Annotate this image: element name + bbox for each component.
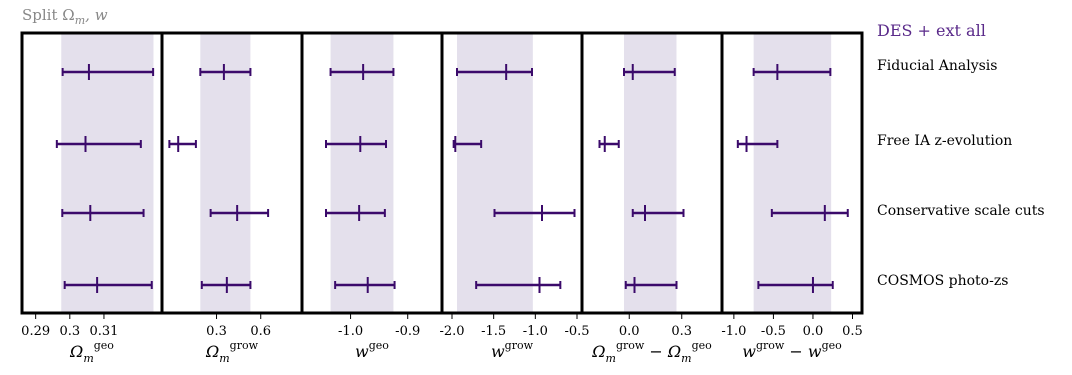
xlabel-sub: m: [83, 352, 93, 365]
xlabel-sup: grow: [230, 339, 259, 352]
xlabel-main: Ω: [69, 342, 83, 361]
row-label-free-ia: Free IA z-evolution: [877, 133, 1012, 149]
xlabel-sup: grow: [756, 339, 785, 352]
row-label-cosmos: COSMOS photo-zs: [877, 273, 1008, 289]
xlabel-main: Ω: [591, 342, 605, 361]
xlabel-sup2: geo: [692, 339, 713, 352]
chart-title: Split Ωm, w: [22, 6, 108, 27]
row-label-conservative: Conservative scale cuts: [877, 203, 1045, 219]
reference-band: [61, 33, 154, 313]
x-tick-label: 0.0: [619, 324, 640, 339]
x-tick-label: -1.0: [523, 324, 548, 339]
reference-band: [753, 33, 832, 313]
errorbar-3: [325, 205, 386, 221]
errorbar-2: [598, 136, 620, 152]
errorbar-2: [736, 136, 779, 152]
title-sub: m: [75, 14, 85, 27]
xlabel-sub2: m: [681, 352, 691, 365]
xlabel-sub: m: [606, 352, 616, 365]
x-tick-label: 0.3: [671, 324, 692, 339]
errorbar-2: [55, 136, 142, 152]
errorbar-2: [168, 136, 197, 152]
row-labels: Fiducial Analysis Free IA z-evolution Co…: [877, 58, 1045, 289]
errorbar-1: [456, 64, 533, 80]
panel-w_grow: -2.0 -1.5 -1.0 -0.5 wgrow​: [439, 31, 590, 361]
errorbar-4: [624, 277, 678, 293]
xlabel-main: Ω: [205, 342, 219, 361]
reference-band: [200, 33, 251, 313]
row-label-free-ia-text: Free IA z-evolution: [877, 133, 1012, 149]
x-tick-label: 0.3: [59, 324, 80, 339]
errorbar-4: [63, 277, 153, 293]
panel-w_geo: -1.0 -0.9 wgeo​: [300, 31, 444, 361]
errorbar-4: [757, 277, 834, 293]
errorbar-3: [631, 205, 685, 221]
errorbar-2: [325, 136, 387, 152]
x-tick-label: -0.5: [761, 324, 786, 339]
xlabel-sup2: geo: [822, 339, 843, 352]
errorbar-1: [61, 64, 155, 80]
x-axis-label: wgrow​: [491, 339, 534, 361]
xlabel-sup: geo: [94, 339, 115, 352]
x-tick-label: -0.5: [564, 324, 589, 339]
reference-band: [330, 33, 394, 313]
x-tick-label: -1.0: [721, 324, 746, 339]
x-tick-label: 0.0: [803, 324, 824, 339]
xlabel-main: w: [491, 342, 505, 361]
reference-band: [457, 33, 533, 313]
legend-label: DES + ext all: [877, 21, 986, 40]
x-axis-label: Ωmgeo​: [69, 339, 114, 365]
xlabel-sub: m: [219, 352, 229, 365]
title-main: Split Ω: [22, 6, 75, 24]
errorbar-1: [623, 64, 676, 80]
xlabel-main: w: [742, 342, 756, 361]
errorbar-3: [61, 205, 145, 221]
x-tick-label: -1.0: [338, 324, 363, 339]
x-axis-label: Ωmgrow​: [205, 339, 259, 365]
x-axis-label: Ωmgrow​ − Ωmgeo: [591, 339, 712, 365]
x-axis-label: wgeo​: [355, 339, 389, 361]
xlabel-sup: grow: [616, 339, 645, 352]
title-rest: , w: [85, 6, 108, 24]
errorbar-4: [200, 277, 252, 293]
errorbar-1: [329, 64, 395, 80]
xlabel-suffix: − Ω: [644, 342, 681, 361]
errorbar-3: [770, 205, 849, 221]
x-tick-label: 0.31: [89, 324, 118, 339]
errorbar-3: [209, 205, 270, 221]
errorbar-4: [475, 277, 562, 293]
errorbar-2: [452, 136, 483, 152]
row-label-fiducial: Fiducial Analysis: [877, 58, 997, 74]
x-tick-label: 0.5: [842, 324, 863, 339]
xlabel-sup: geo: [369, 339, 390, 352]
x-tick-label: -2.0: [439, 324, 464, 339]
xlabel-suffix: − w: [784, 342, 822, 361]
x-tick-label: -1.5: [481, 324, 506, 339]
panels: 0.290.30.31Ωmgeo​0.30.6Ωmgrow​-1.0-0.9wg…: [20, 31, 864, 365]
errorbar-1: [199, 64, 252, 80]
xlabel-main: w: [355, 342, 369, 361]
x-axis-label: wgrow​ − wgeo: [742, 339, 842, 361]
x-tick-label: 0.6: [250, 324, 271, 339]
errorbar-3: [493, 205, 576, 221]
errorbar-4: [334, 277, 396, 293]
x-tick-label: -0.9: [395, 324, 420, 339]
xlabel-sup: grow: [505, 339, 534, 352]
x-tick-label: 0.3: [206, 324, 227, 339]
errorbar-1: [752, 64, 832, 80]
x-tick-label: 0.29: [21, 324, 50, 339]
panel-frame: [720, 31, 864, 315]
